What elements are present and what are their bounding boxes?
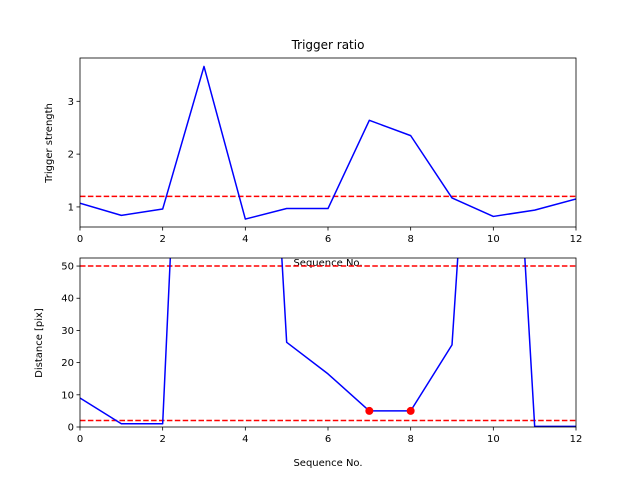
highlight-marker (365, 406, 374, 415)
y-tick-label: 2 (68, 150, 74, 161)
y-tick-label: 3 (68, 97, 74, 108)
x-tick-label: 0 (77, 234, 83, 245)
x-tick-label: 8 (407, 434, 413, 445)
x-tick-label: 12 (570, 234, 583, 245)
x-tick-label: 10 (487, 434, 500, 445)
y-tick-label: 20 (61, 358, 74, 369)
x-tick-label: 10 (487, 234, 500, 245)
series-line (80, 65, 576, 220)
x-tick-label: 4 (242, 234, 248, 245)
series-line (80, 258, 576, 427)
bottom-chart-xlabel: Sequence No. (293, 458, 362, 469)
bottom-chart-plot: 0 2 4 6 8 10 12 0 10 20 30 40 50 (61, 257, 583, 445)
x-tick-label: 12 (570, 434, 583, 445)
plot-area (80, 65, 576, 220)
y-tick-label: 40 (61, 294, 74, 305)
y-tick-label: 10 (61, 390, 74, 401)
x-tick-label: 4 (242, 434, 248, 445)
x-tick-label: 6 (325, 234, 331, 245)
x-tick-label: 2 (159, 234, 165, 245)
x-tick-label: 2 (159, 434, 165, 445)
bottom-chart-ylabel: Distance [pix] (34, 308, 45, 378)
plot-area (80, 258, 576, 427)
y-tick-label: 0 (68, 423, 74, 434)
bottom-chart: 0 2 4 6 8 10 12 0 10 20 30 40 50 Distance [pix] Sequ… (34, 257, 583, 469)
top-chart-ylabel: Trigger strength (44, 103, 55, 184)
top-chart-title: Trigger ratio (291, 38, 365, 52)
y-tick-label: 50 (61, 262, 74, 273)
x-tick-label: 8 (407, 234, 413, 245)
y-tick-label: 1 (68, 202, 74, 213)
y-tick-label: 30 (61, 326, 74, 337)
highlight-marker (406, 406, 415, 415)
x-tick-label: 0 (77, 434, 83, 445)
x-tick-label: 6 (325, 434, 331, 445)
top-chart-xlabel: Sequence No. (293, 258, 362, 269)
